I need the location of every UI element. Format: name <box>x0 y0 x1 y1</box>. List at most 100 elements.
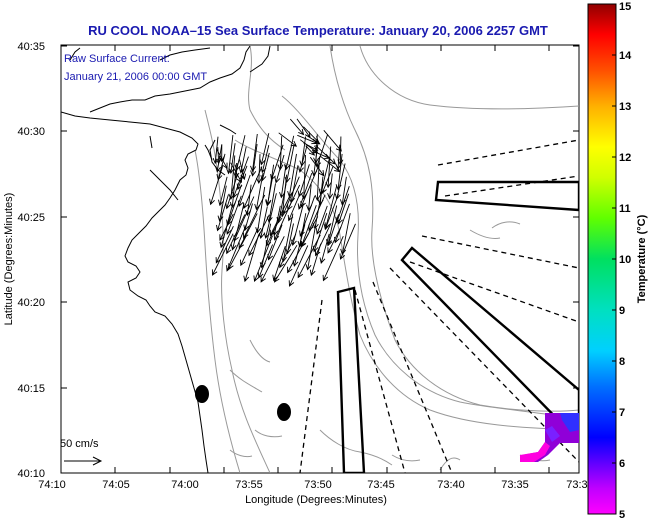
current-vector-arrow <box>274 154 285 184</box>
current-vector-arrow <box>243 194 266 239</box>
x-tick-label: 74:00 <box>171 479 199 491</box>
current-vector-arrow <box>297 234 321 279</box>
scale-label: 50 cm/s <box>60 438 99 450</box>
current-vector-arrow <box>314 223 332 257</box>
station-marker-2 <box>277 403 291 421</box>
colorbar: 5 6 7 8 9 10 11 12 13 14 15 Temperature … <box>587 1 648 519</box>
x-tick-label: 73:30 <box>566 479 594 491</box>
current-vector-arrow <box>315 205 328 235</box>
current-vector-arrow <box>218 176 228 207</box>
current-vector-arrow <box>284 135 295 171</box>
current-vector-arrow <box>253 235 273 283</box>
current-date: January 21, 2006 00:00 GMT <box>64 71 207 83</box>
current-vector-arrow <box>272 245 286 282</box>
current-vector-arrow <box>339 223 356 260</box>
scale-arrow-group: 50 cm/s <box>60 438 103 466</box>
colorbar-tick: 13 <box>619 101 631 113</box>
colorbar-tick: 10 <box>619 254 631 266</box>
current-vector-arrow <box>216 194 229 232</box>
colorbar-tick: 6 <box>619 458 625 470</box>
current-vector-arrow <box>226 135 234 175</box>
colorbar-tick: 7 <box>619 407 625 419</box>
current-vector-arrow <box>279 164 287 199</box>
current-vector-arrow <box>278 132 298 147</box>
y-axis-label: Latitude (Degrees:Minutes) <box>3 193 15 326</box>
colorbar-tick: 5 <box>619 509 625 519</box>
y-axis-ticks <box>61 45 579 474</box>
current-vector-arrow <box>319 233 330 264</box>
current-vector-arrow <box>309 243 322 277</box>
current-vector-arrow <box>228 236 247 270</box>
current-vector-arrow <box>233 163 240 179</box>
current-vector-arrow <box>257 244 274 279</box>
y-tick-label: 40:30 <box>17 126 45 138</box>
current-vector-arrow <box>299 139 319 154</box>
colorbar-tick: 11 <box>619 203 631 215</box>
current-vector-arrow <box>209 165 224 206</box>
current-vector-arrow <box>215 144 223 173</box>
x-axis-ticks <box>60 45 550 473</box>
radar-boxes <box>336 180 579 473</box>
map-title: RU COOL NOAA–15 Sea Surface Temperature:… <box>88 23 548 38</box>
current-vector-arrow <box>314 156 321 202</box>
current-vector-arrow <box>228 143 236 175</box>
current-vector-arrow <box>218 144 225 163</box>
current-vector-arrow <box>226 195 242 235</box>
current-vector-arrow <box>323 130 342 152</box>
colorbar-gradient <box>587 3 617 515</box>
y-tick-label: 40:15 <box>17 383 45 395</box>
colorbar-tick: 9 <box>619 305 625 317</box>
x-axis-label: Longitude (Degrees:Minutes) <box>245 494 387 506</box>
y-tick-label: 40:25 <box>17 212 45 224</box>
plot-area: Raw Surface Current: January 21, 2006 00… <box>60 44 580 474</box>
current-vector-arrow <box>322 236 344 282</box>
current-vector-arrow <box>265 175 274 207</box>
current-vector-arrow <box>325 146 332 189</box>
y-tick-label: 40:20 <box>17 297 45 309</box>
current-vector-arrow <box>255 186 266 234</box>
current-vector-arrow <box>240 226 260 267</box>
current-vector-arrow <box>284 145 295 184</box>
current-label: Raw Surface Current: <box>64 53 170 65</box>
y-tick-label: 40:35 <box>17 41 45 53</box>
y-tick-labels: 40:10 40:15 40:20 40:25 40:30 40:35 <box>17 41 45 480</box>
x-tick-label: 73:55 <box>235 479 263 491</box>
current-vector-arrow <box>297 172 313 210</box>
current-vectors <box>209 118 356 287</box>
current-vector-arrow <box>230 203 245 251</box>
current-vector-arrow <box>327 226 342 254</box>
current-vector-arrow <box>219 213 234 241</box>
colorbar-tick: 14 <box>619 50 632 62</box>
current-vector-arrow <box>250 144 258 177</box>
current-vector-arrow <box>305 134 321 145</box>
current-vector-arrow <box>287 233 309 274</box>
current-vector-arrow <box>211 233 234 276</box>
current-vector-arrow <box>250 133 258 173</box>
current-vector-arrow <box>217 185 227 222</box>
current-vector-arrow <box>305 223 317 271</box>
current-vector-arrow <box>215 147 222 165</box>
current-vector-arrow <box>315 144 337 165</box>
y-tick-label: 40:10 <box>17 468 45 480</box>
current-vector-arrow <box>239 159 247 181</box>
colorbar-tick: 15 <box>619 1 631 13</box>
current-vector-arrow <box>319 155 341 173</box>
station-marker-1 <box>195 385 209 403</box>
current-vector-arrow <box>226 214 246 255</box>
sst-patch <box>520 413 579 462</box>
current-vector-arrow <box>225 173 239 210</box>
current-vector-arrow <box>238 213 258 249</box>
current-vector-arrow <box>259 133 270 166</box>
x-tick-label: 74:10 <box>38 479 66 491</box>
current-vector-arrow <box>288 245 309 287</box>
current-vector-arrow <box>337 193 350 225</box>
x-tick-label: 73:45 <box>367 479 395 491</box>
current-vector-arrow <box>324 193 339 229</box>
x-tick-labels: 74:10 74:05 74:00 73:55 73:50 73:45 73:4… <box>38 479 594 491</box>
current-vector-arrow <box>281 213 294 263</box>
current-vector-arrow <box>248 214 270 257</box>
current-vector-arrow <box>305 145 315 156</box>
scale-arrow-icon <box>92 456 103 466</box>
x-tick-label: 74:05 <box>102 479 130 491</box>
